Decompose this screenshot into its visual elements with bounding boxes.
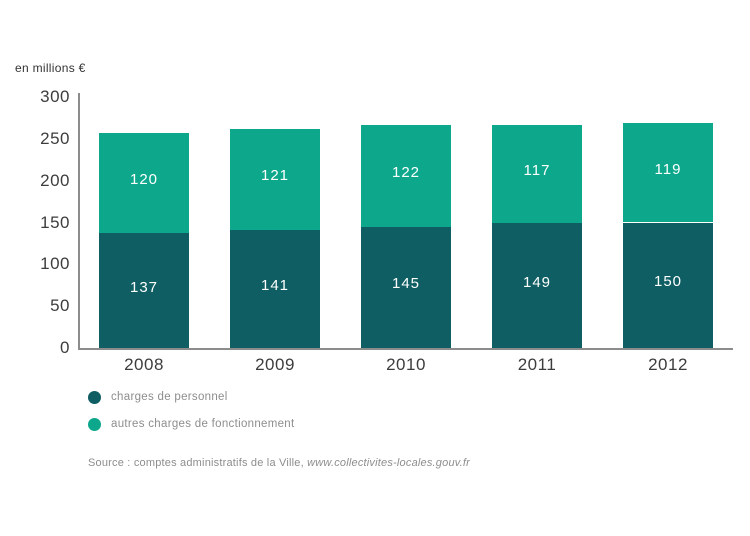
bar-value-label: 141 xyxy=(260,277,290,294)
y-axis-tick-label: 250 xyxy=(40,128,70,148)
bar-segment-charges-2011: 149 xyxy=(492,223,582,348)
bar-segment-autres-2012: 119 xyxy=(623,122,713,223)
y-axis-tick-label: 50 xyxy=(50,296,70,316)
y-axis-tick-label: 0 xyxy=(60,338,70,357)
bar-value-label: 117 xyxy=(523,162,551,180)
bar-segment-autres-2011: 117 xyxy=(492,125,582,224)
bar-value-label: 121 xyxy=(260,167,290,185)
x-axis-label-2008: 2008 xyxy=(124,355,164,374)
y-axis-tick-label: 300 xyxy=(40,87,70,106)
legend-swatch-charges-personnel xyxy=(88,390,101,404)
y-axis-line xyxy=(78,93,80,350)
legend-label-charges-personnel: charges de personnel xyxy=(111,391,228,403)
source-note: Source : comptes administratifs de la Vi… xyxy=(88,457,470,469)
y-axis-tick-label: 100 xyxy=(40,254,70,274)
bar-segment-autres-2010: 122 xyxy=(361,124,451,227)
x-axis-label-2011: 2011 xyxy=(517,355,557,374)
x-axis-label-2009: 2009 xyxy=(255,355,295,374)
source-text: Source : comptes administratifs de la Vi… xyxy=(88,457,308,469)
bar-segment-autres-2009: 121 xyxy=(230,128,320,231)
bar-segment-charges-2009: 141 xyxy=(230,230,320,348)
source-link: www.collectivites-locales.gouv.fr xyxy=(307,457,471,469)
bar-value-label: 145 xyxy=(391,275,421,293)
y-axis-unit-label: en millions € xyxy=(15,61,86,75)
x-axis-label-2010: 2010 xyxy=(386,355,426,374)
y-axis-tick-label: 200 xyxy=(40,170,70,190)
legend-item-autres-charges: autres charges de fonctionnement xyxy=(88,417,295,431)
bar-segment-charges-2008: 137 xyxy=(99,233,189,348)
bar-value-label: 122 xyxy=(391,163,421,181)
bar-value-label: 150 xyxy=(653,273,683,291)
legend-item-charges-personnel: charges de personnel xyxy=(88,390,295,404)
bar-value-label: 120 xyxy=(129,171,159,189)
legend-label-autres-charges: autres charges de fonctionnement xyxy=(111,418,295,430)
legend-swatch-autres-charges xyxy=(88,417,101,431)
bar-value-label: 149 xyxy=(522,273,552,291)
bar-value-label: 137 xyxy=(129,278,159,296)
bar-value-label: 119 xyxy=(654,160,682,178)
x-axis-label-2012: 2012 xyxy=(648,355,688,374)
y-axis-tick-label: 150 xyxy=(40,212,70,232)
bar-segment-autres-2008: 120 xyxy=(99,132,189,234)
bar-segment-charges-2010: 145 xyxy=(361,226,451,348)
x-axis-line xyxy=(78,348,733,350)
bar-segment-charges-2012: 150 xyxy=(623,222,713,348)
legend: charges de personnel autres charges de f… xyxy=(88,390,295,444)
